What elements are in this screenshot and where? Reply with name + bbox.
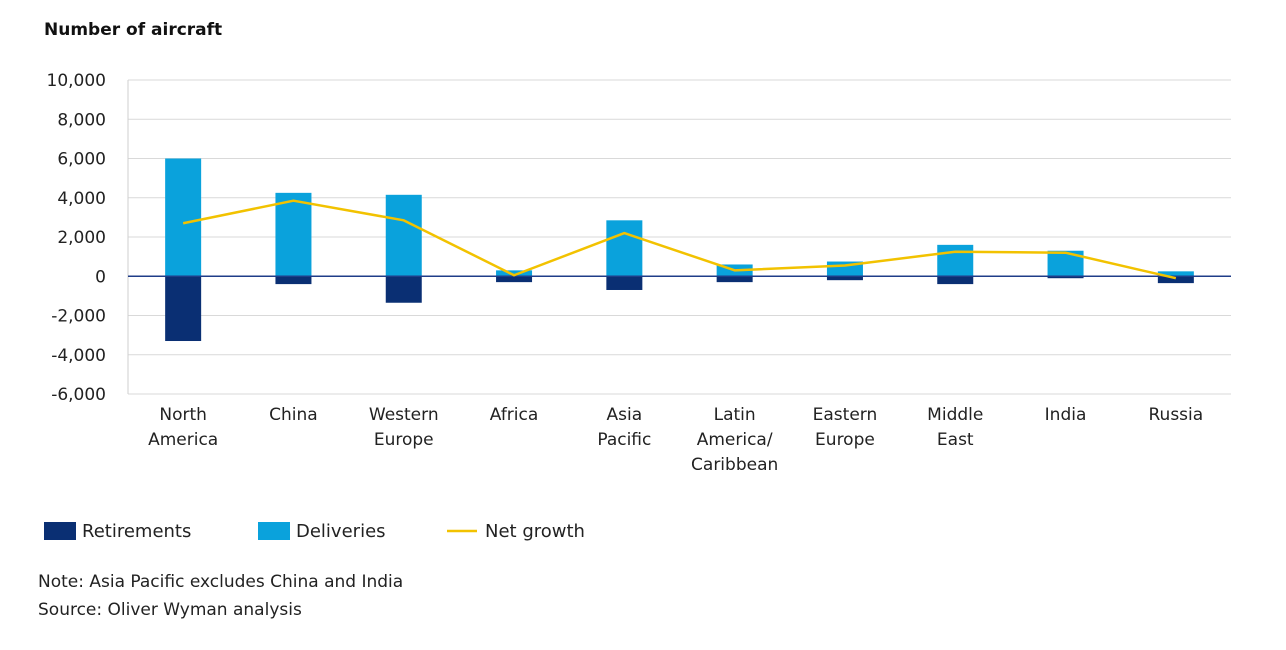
x-tick-label: North America bbox=[148, 405, 218, 450]
x-tick-label: Asia Pacific bbox=[597, 405, 651, 450]
y-tick-label: 10,000 bbox=[47, 71, 106, 91]
deliveries-bar bbox=[1157, 271, 1194, 277]
y-tick-label: -4,000 bbox=[51, 346, 106, 366]
x-tick-label: Middle East bbox=[927, 405, 983, 450]
grid-lines bbox=[127, 79, 1231, 395]
y-tick-label: 6,000 bbox=[57, 150, 106, 170]
chart-note: Note: Asia Pacific excludes China and In… bbox=[38, 572, 403, 592]
retirements-bar bbox=[826, 276, 863, 281]
net-growth-line-group bbox=[182, 199, 1177, 280]
deliveries-bar bbox=[606, 220, 643, 277]
x-tick-label: Latin America/Caribbean bbox=[691, 405, 778, 475]
deliveries-bar bbox=[937, 244, 974, 277]
y-axis-ticks: 10,000 8,000 6,000 4,000 2,000 0 -2,000 -4,000 -… bbox=[47, 71, 106, 405]
chart-title: Number of aircraft bbox=[44, 20, 222, 40]
retirements-bar bbox=[1157, 276, 1194, 284]
legend-label: Net growth bbox=[485, 521, 585, 542]
x-tick-label: China bbox=[269, 405, 318, 425]
x-tick-label: Africa bbox=[490, 405, 539, 425]
deliveries-bar bbox=[385, 194, 422, 277]
chart-source: Source: Oliver Wyman analysis bbox=[38, 600, 302, 620]
retirements-bar bbox=[275, 276, 312, 285]
x-axis-ticks: North America China Western Europe Africa Asia… bbox=[148, 405, 1203, 475]
net-growth-line bbox=[182, 199, 1177, 280]
notes: Note: Asia Pacific excludes China and In… bbox=[38, 572, 403, 620]
deliveries-bar bbox=[275, 192, 312, 277]
x-tick-label: India bbox=[1045, 405, 1087, 425]
deliveries-bar bbox=[165, 158, 202, 277]
retirements-bar bbox=[496, 276, 533, 283]
legend-label: Deliveries bbox=[296, 521, 386, 542]
retirements-bar bbox=[716, 276, 753, 283]
y-tick-label: -2,000 bbox=[51, 307, 106, 327]
x-tick-label: Western Europe bbox=[369, 405, 439, 450]
y-tick-label: 4,000 bbox=[57, 189, 106, 209]
deliveries-bar bbox=[496, 270, 533, 277]
retirements-bar bbox=[1047, 276, 1084, 279]
legend-label: Retirements bbox=[82, 521, 191, 542]
retirements-bar bbox=[385, 276, 422, 303]
y-tick-label: 0 bbox=[95, 267, 106, 287]
deliveries-legend-swatch bbox=[258, 522, 290, 540]
y-tick-label: -6,000 bbox=[51, 385, 106, 405]
legend: Retirements Deliveries Net growth bbox=[44, 521, 585, 542]
x-tick-label: Eastern Europe bbox=[813, 405, 878, 450]
y-tick-label: 8,000 bbox=[57, 110, 106, 130]
retirements-bar bbox=[606, 276, 643, 290]
retirements-bar bbox=[165, 276, 202, 342]
retirements-bar bbox=[937, 276, 974, 285]
x-tick-label: Russia bbox=[1149, 405, 1204, 425]
y-tick-label: 2,000 bbox=[57, 228, 106, 248]
bars bbox=[128, 158, 1231, 342]
retirements-legend-swatch bbox=[44, 522, 76, 540]
